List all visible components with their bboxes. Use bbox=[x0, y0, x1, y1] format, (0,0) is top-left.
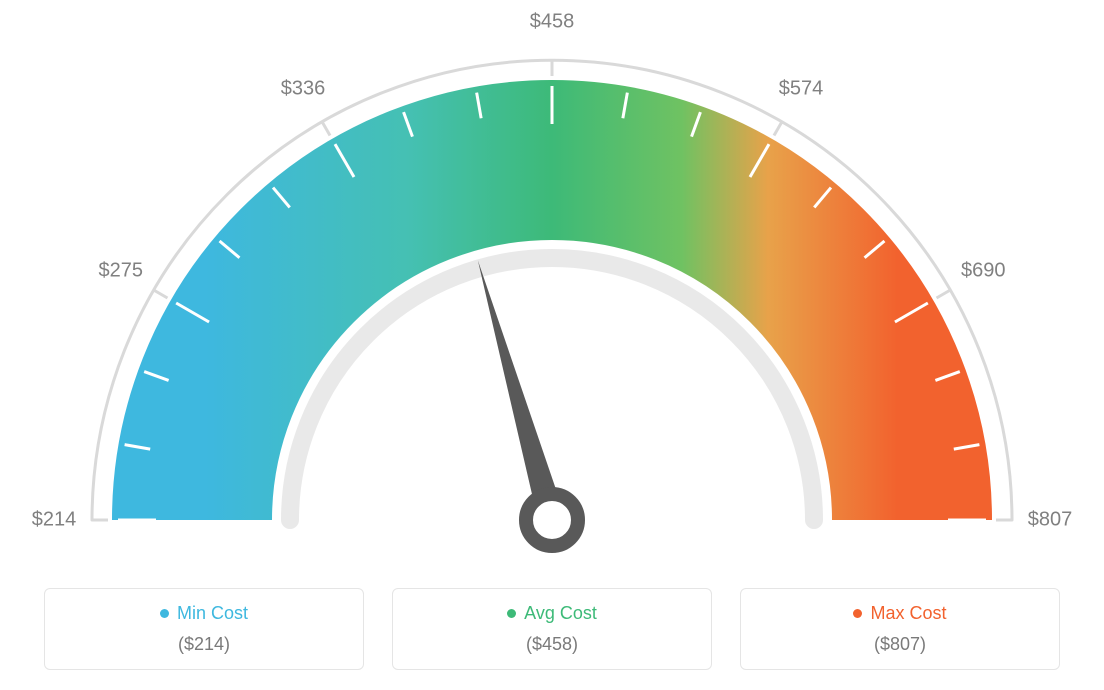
legend-value-min: ($214) bbox=[55, 634, 353, 655]
legend-dot-min bbox=[160, 609, 169, 618]
legend-card-max: Max Cost ($807) bbox=[740, 588, 1060, 670]
legend-value-avg: ($458) bbox=[403, 634, 701, 655]
legend-title-min: Min Cost bbox=[160, 603, 248, 624]
gauge-svg bbox=[0, 0, 1104, 570]
tick-label: $336 bbox=[281, 77, 326, 100]
gauge-chart: $214 $275 $336 $458 $574 $690 $807 bbox=[0, 0, 1104, 570]
legend-title-avg: Avg Cost bbox=[507, 603, 597, 624]
legend-label-max: Max Cost bbox=[870, 603, 946, 624]
legend-title-max: Max Cost bbox=[853, 603, 946, 624]
tick-label: $214 bbox=[32, 509, 77, 532]
legend-value-max: ($807) bbox=[751, 634, 1049, 655]
legend-dot-max bbox=[853, 609, 862, 618]
tick-label: $275 bbox=[98, 260, 143, 283]
tick-label: $690 bbox=[961, 260, 1006, 283]
legend-card-min: Min Cost ($214) bbox=[44, 588, 364, 670]
chart-container: $214 $275 $336 $458 $574 $690 $807 Min Cost ($… bbox=[0, 0, 1104, 690]
legend-card-avg: Avg Cost ($458) bbox=[392, 588, 712, 670]
tick-label: $458 bbox=[530, 11, 575, 34]
legend-dot-avg bbox=[507, 609, 516, 618]
legend-label-min: Min Cost bbox=[177, 603, 248, 624]
tick-label: $807 bbox=[1028, 509, 1073, 532]
legend-row: Min Cost ($214) Avg Cost ($458) Max Cost… bbox=[0, 588, 1104, 670]
legend-label-avg: Avg Cost bbox=[524, 603, 597, 624]
tick-label: $574 bbox=[779, 77, 824, 100]
